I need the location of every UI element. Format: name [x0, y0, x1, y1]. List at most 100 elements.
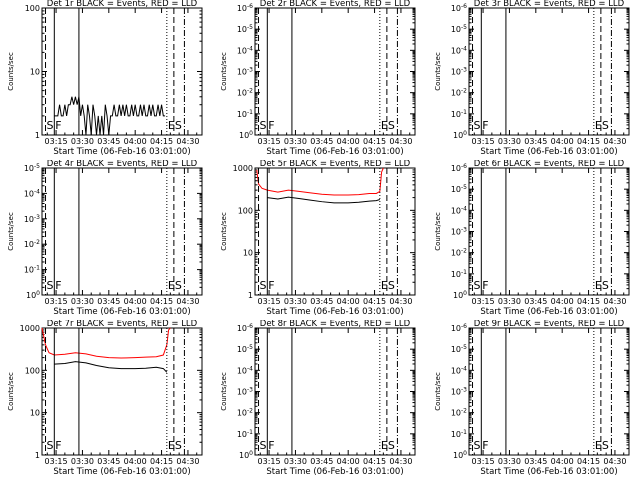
event-marker-label: E [168, 279, 175, 292]
x-tick-label: 04:15 [150, 457, 173, 466]
y-tick-label: 10-3 [237, 67, 253, 77]
event-marker-label: E [594, 279, 601, 292]
y-axis-label: Counts/sec [434, 52, 442, 91]
x-tick-label: 04:15 [577, 457, 600, 466]
chart-title: Det 4r BLACK = Events, RED = LLD [47, 160, 198, 169]
y-tick-label: 10-4 [237, 365, 253, 375]
y-axis-label: Counts/sec [7, 52, 15, 91]
plot-frame [468, 327, 630, 456]
plot-frame [41, 7, 203, 136]
y-axis-label: Counts/sec [434, 372, 442, 411]
x-tick-label: 03:45 [524, 457, 547, 466]
x-tick-label: 04:00 [337, 297, 360, 306]
x-axis-label: Start Time (06-Feb-16 03:01:00) [480, 147, 617, 157]
y-tick-label: 10-1 [450, 269, 466, 279]
y-tick-label: 10-1 [24, 265, 40, 275]
x-tick-label: 03:45 [97, 457, 120, 466]
x-tick-label: 03:15 [45, 457, 68, 466]
y-tick-label: 10-5 [237, 24, 253, 34]
y-tick-label: 10-5 [237, 344, 253, 354]
y-tick-label: 1 [248, 291, 253, 300]
y-tick-label: 10-1 [237, 109, 253, 119]
y-tick-label: 10-4 [24, 188, 40, 198]
x-tick-label: 03:30 [498, 457, 521, 466]
event-marker-label: S [260, 279, 267, 292]
x-tick-label: 03:45 [524, 137, 547, 146]
x-tick-label: 03:15 [471, 457, 494, 466]
x-axis-label: Start Time (06-Feb-16 03:01:00) [267, 147, 404, 157]
x-tick-label: 03:45 [524, 297, 547, 306]
chart-title: Det 7r BLACK = Events, RED = LLD [47, 320, 198, 329]
event-marker-label: S [388, 279, 395, 292]
x-tick-label: 04:00 [337, 457, 360, 466]
detector-panel: Det 8r BLACK = Events, RED = LLD 100 10-1 1… [213, 320, 426, 480]
y-tick-label: 10-5 [450, 24, 466, 34]
event-marker-label: F [482, 279, 488, 292]
event-marker-label: S [175, 279, 182, 292]
y-tick-label: 10-3 [24, 214, 40, 224]
y-tick-label: 100 [453, 130, 467, 140]
y-tick-label: 10-3 [450, 67, 466, 77]
x-tick-label: 04:15 [150, 137, 173, 146]
x-tick-label: 04:30 [390, 297, 413, 306]
detector-panel: Det 2r BLACK = Events, RED = LLD 100 10-1 1… [213, 0, 426, 160]
detector-panel: Det 5r BLACK = Events, RED = LLD 1 10 100 10… [213, 160, 426, 320]
y-tick-label: 10 [243, 249, 253, 258]
plot-frame [468, 7, 630, 136]
y-tick-label: 10-4 [450, 45, 466, 55]
event-marker-label: S [260, 439, 267, 452]
y-tick-label: 10-4 [450, 205, 466, 215]
x-tick-label: 04:15 [363, 457, 386, 466]
y-axis-label: Counts/sec [7, 212, 15, 251]
y-tick-label: 10-2 [450, 408, 466, 418]
x-tick-label: 03:30 [498, 137, 521, 146]
event-marker-label: F [482, 439, 488, 452]
y-tick-label: 100 [25, 366, 40, 375]
y-tick-label: 10-3 [450, 387, 466, 397]
x-axis-label: Start Time (06-Feb-16 03:01:00) [53, 147, 190, 157]
detector-chart: Det 7r BLACK = Events, RED = LLD 1 10 100 10… [7, 320, 203, 477]
y-tick-label: 10-5 [24, 163, 40, 173]
event-marker-label: S [175, 439, 182, 452]
y-tick-label: 10-6 [450, 163, 466, 173]
event-marker-label: F [269, 439, 275, 452]
series-line [256, 167, 385, 196]
x-tick-label: 04:30 [176, 297, 199, 306]
x-tick-label: 03:45 [97, 297, 120, 306]
x-tick-label: 04:30 [390, 457, 413, 466]
event-marker-label: F [55, 439, 61, 452]
event-marker-label: F [269, 119, 275, 132]
x-tick-label: 04:00 [124, 297, 147, 306]
y-tick-label: 1 [35, 131, 40, 140]
y-tick-label: 10-4 [237, 45, 253, 55]
y-tick-label: 10-6 [237, 3, 253, 13]
y-tick-label: 10 [30, 409, 40, 418]
event-marker-label: E [381, 119, 388, 132]
x-tick-label: 04:30 [390, 137, 413, 146]
event-marker-label: S [47, 119, 54, 132]
event-marker-label: F [55, 279, 61, 292]
event-marker-label: F [55, 119, 61, 132]
x-tick-label: 04:15 [577, 297, 600, 306]
series-line [267, 196, 381, 204]
detector-chart: Det 8r BLACK = Events, RED = LLD 100 10-1 1… [220, 320, 416, 477]
y-tick-label: 10-3 [237, 387, 253, 397]
y-tick-label: 1 [35, 451, 40, 460]
x-tick-label: 03:15 [45, 137, 68, 146]
x-tick-label: 04:00 [550, 457, 573, 466]
y-axis-label: Counts/sec [220, 372, 228, 411]
event-marker-label: S [388, 439, 395, 452]
event-marker-label: E [168, 119, 175, 132]
x-tick-label: 04:15 [363, 137, 386, 146]
event-marker-label: S [473, 279, 480, 292]
x-tick-label: 04:00 [550, 297, 573, 306]
x-tick-label: 04:30 [603, 297, 626, 306]
series-line [54, 96, 166, 136]
event-marker-label: S [602, 439, 609, 452]
y-tick-label: 10-2 [237, 88, 253, 98]
x-tick-label: 04:15 [577, 137, 600, 146]
plot-frame [41, 327, 203, 456]
plot-frame [41, 167, 203, 296]
x-tick-label: 03:45 [311, 297, 334, 306]
